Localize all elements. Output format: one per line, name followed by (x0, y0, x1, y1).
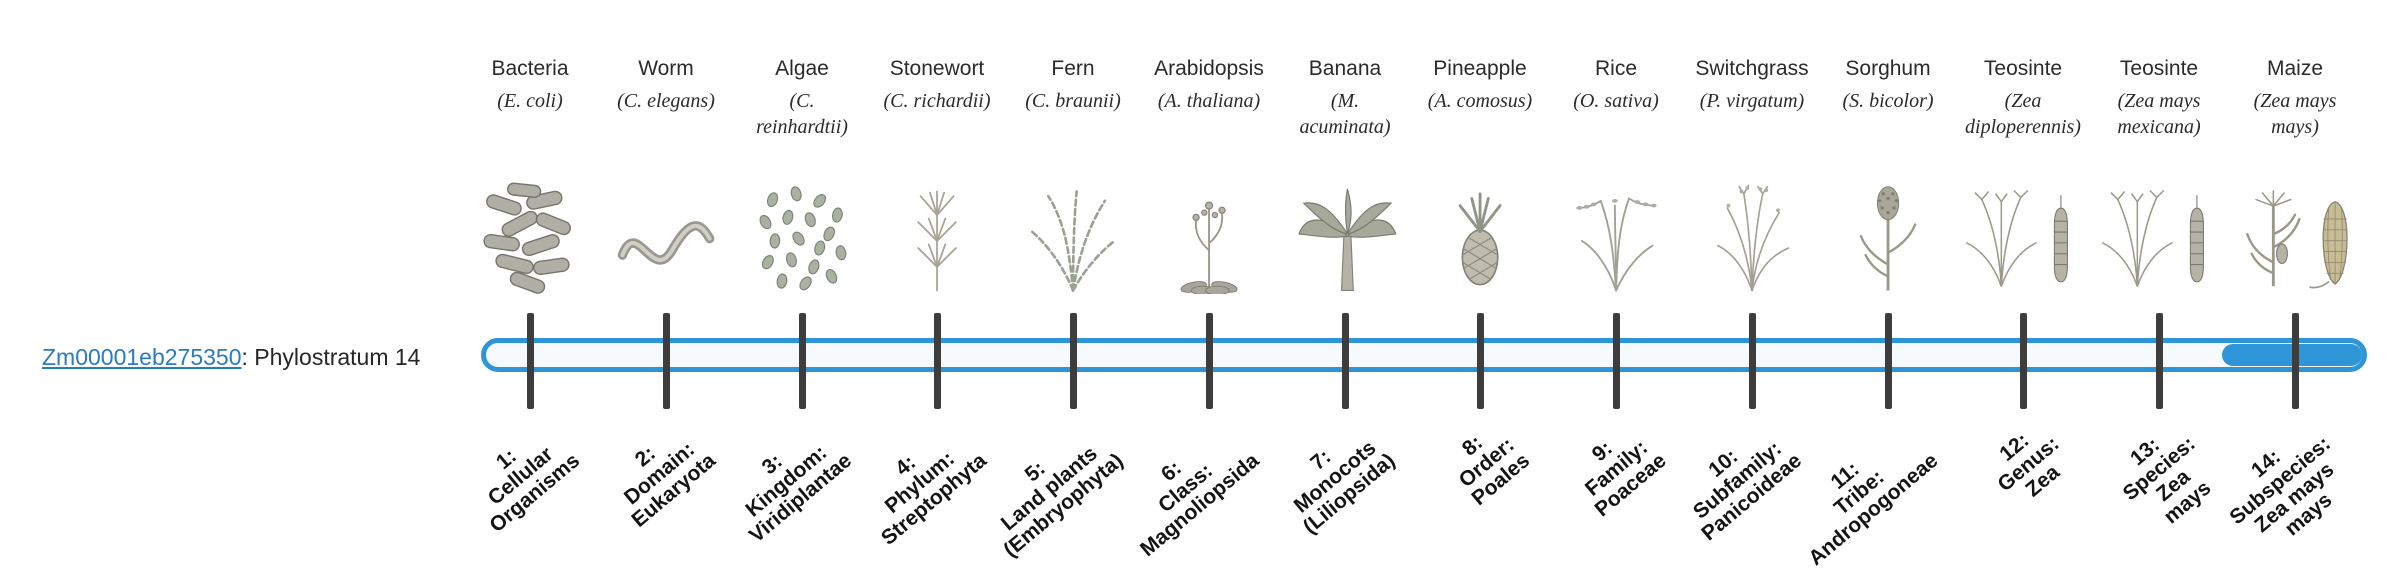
stratum-label: 5: Land plants (Embryophyta) (996, 441, 1128, 562)
organism-species: (C. braunii) (1025, 90, 1121, 113)
phylostratum-tick (1885, 313, 1892, 409)
organism-name: Teosinte (2119, 57, 2199, 80)
bacteria-icon (477, 182, 583, 294)
organism-name: Bacteria (491, 57, 569, 80)
organism-column: Teosinte (Zea mays mexicana) (2094, 56, 2224, 294)
organism-name: Arabidopsis (1154, 57, 1264, 80)
sorghum-icon (1835, 182, 1941, 294)
stratum-label: 1: Cellular Organisms (483, 442, 585, 538)
banana-icon (1292, 182, 1398, 294)
phylostratum-tick (1749, 313, 1756, 409)
organism-species: (A. thaliana) (1157, 90, 1261, 113)
teosinte-icon (1958, 182, 2088, 294)
stonewort-icon (884, 182, 990, 294)
organism-species: (C. richardii) (883, 90, 991, 113)
phylostratum-tick (1342, 313, 1349, 409)
rice-icon (1563, 182, 1669, 294)
organism-column: Sorghum (S. bicolor) (1823, 56, 1953, 294)
fern-icon (1020, 182, 1126, 294)
organism-species: (C. reinhardtii) (756, 90, 848, 139)
organism-name: Banana (1308, 57, 1382, 80)
organism-column: Banana (M. acuminata) (1280, 56, 1410, 294)
organism-name: Fern (1051, 57, 1095, 80)
stratum-label: 9: Family: Poaceae (1580, 435, 1671, 522)
stratum-label: 6: Class: Magnoliopsida (1136, 448, 1264, 562)
organism-name: Pineapple (1433, 57, 1527, 80)
organism-species: (A. comosus) (1427, 90, 1533, 113)
organism-column: Rice (O. sativa) (1551, 56, 1681, 294)
organism-name: Stonewort (889, 57, 985, 80)
switchgrass-icon (1699, 182, 1805, 294)
organism-column: Maize (Zea mays mays) (2230, 56, 2360, 294)
organism-name: Maize (2266, 57, 2324, 80)
stratum-label: 3: Kingdom: Viridiplantae (741, 440, 857, 548)
stratum-label: 14: Subspecies: Zea mays mays (2225, 432, 2339, 541)
phylostratum-tick (527, 313, 534, 409)
stratum-label: 11: Tribe: Andropogoneae (1804, 448, 1943, 571)
phylostratum-tick (1206, 313, 1213, 409)
organism-species: (M. acuminata) (1299, 90, 1391, 139)
organism-column: Pineapple (A. comosus) (1415, 56, 1545, 294)
stratum-label: 12: Genus: Zea (1993, 428, 2064, 502)
gene-label: Zm00001eb275350: Phylostratum 14 (42, 340, 420, 374)
organism-species: (P. virgatum) (1699, 90, 1805, 113)
organism-column: Algae (C. reinhardtii) (737, 56, 867, 294)
organism-column: Teosinte (Zea diploperennis) (1958, 56, 2088, 294)
phylostratum-tick (1070, 313, 1077, 409)
organism-species: (Zea mays mexicana) (2117, 90, 2201, 139)
organism-species: (Zea diploperennis) (1965, 90, 2081, 139)
pineapple-icon (1427, 182, 1533, 294)
phylostratum-suffix: : Phylostratum 14 (241, 344, 421, 370)
arabidopsis-icon (1156, 182, 1262, 294)
organism-species: (C. elegans) (617, 90, 715, 113)
organism-column: Arabidopsis (A. thaliana) (1144, 56, 1274, 294)
stratum-label: 13: Species: Zea mays (2118, 432, 2216, 529)
worm-icon (613, 182, 719, 294)
organism-column: Fern (C. braunii) (1008, 56, 1138, 294)
phylostratum-tick (799, 313, 806, 409)
stratum-label: 4: Phylum: Streptophyta (877, 447, 992, 550)
organism-name: Rice (1594, 57, 1637, 80)
phylostratum-tick (2292, 313, 2299, 409)
organism-species: (E. coli) (497, 90, 563, 113)
stratum-label: 8: Order: Poales (1454, 430, 1535, 511)
organism-name: Teosinte (1983, 57, 2063, 80)
stratum-label: 7: Monocots (Liliopsida) (1289, 436, 1400, 539)
teosinte-icon (2094, 182, 2224, 294)
phylostratum-tick (1477, 313, 1484, 409)
organism-name: Algae (775, 57, 829, 80)
organism-name: Sorghum (1845, 57, 1931, 80)
organism-name: Switchgrass (1695, 57, 1809, 80)
organism-column: Switchgrass (P. virgatum) (1687, 56, 1817, 294)
stratum-label: 2: Domain: Eukaryota (620, 437, 721, 532)
organism-name: Worm (638, 57, 694, 80)
algae-icon (749, 182, 855, 294)
phylostratum-tick (2156, 313, 2163, 409)
timeline-bar (481, 338, 2367, 372)
organism-column: Stonewort (C. richardii) (872, 56, 1002, 294)
organism-column: Worm (C. elegans) (601, 56, 731, 294)
phylostratum-tick (934, 313, 941, 409)
phylostratum-tick (2020, 313, 2027, 409)
organism-species: (S. bicolor) (1842, 90, 1934, 113)
phylostratum-tick (1613, 313, 1620, 409)
organism-species: (Zea mays mays) (2253, 90, 2337, 139)
organism-species: (O. sativa) (1573, 90, 1659, 113)
phylostratum-tick (663, 313, 670, 409)
organism-column: Bacteria (E. coli) (465, 56, 595, 294)
gene-id-link[interactable]: Zm00001eb275350 (42, 344, 242, 370)
maize-icon (2230, 182, 2360, 294)
